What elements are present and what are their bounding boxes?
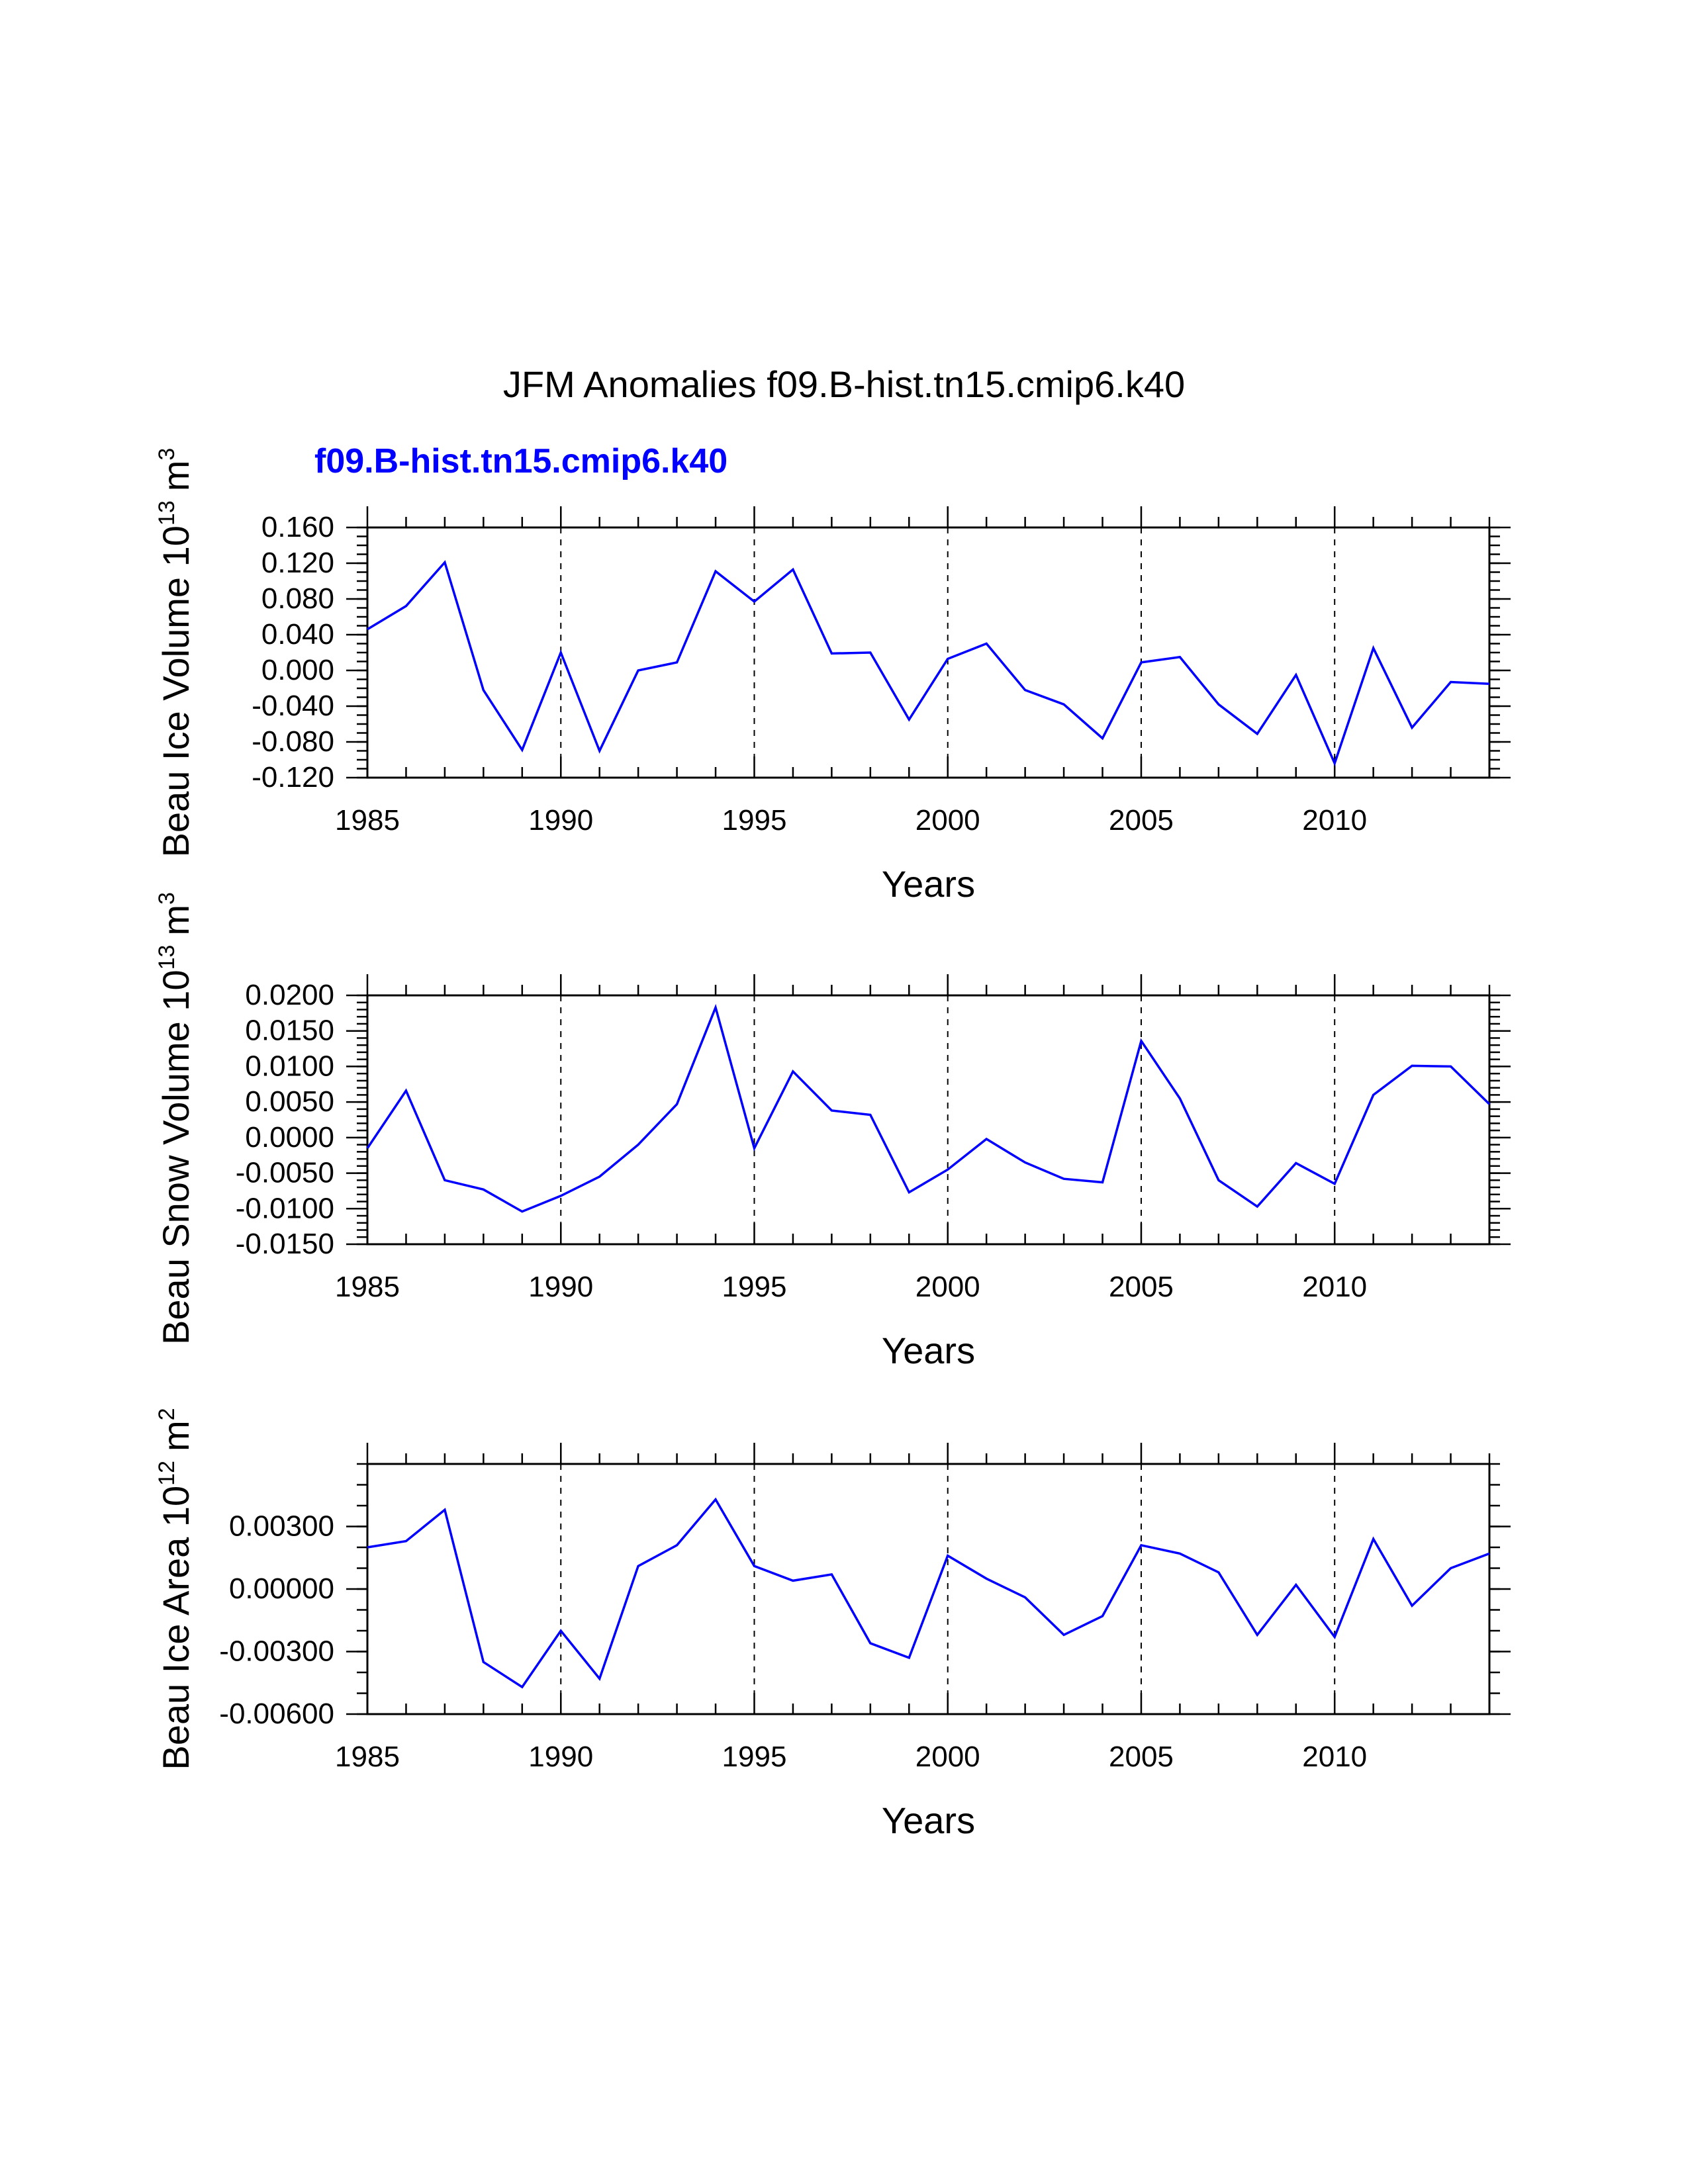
figure-title: JFM Anomalies f09.B-hist.tn15.cmip6.k40 (503, 363, 1185, 405)
x-tick-label: 2000 (915, 1741, 980, 1773)
y-tick-label: 0.040 (261, 618, 334, 651)
x-tick-label: 1990 (528, 804, 593, 837)
snow-volume-panel: 1985 1990 1995 2000 2005 2010 -0.0150 -0.0100-0… (154, 892, 1511, 1371)
y-axis-title-unit-exponent: 3 (154, 448, 179, 461)
y-tick-label: 0.0150 (245, 1015, 334, 1047)
y-tick-label: -0.0100 (236, 1192, 334, 1224)
y-tick-label: -0.0150 (236, 1228, 334, 1260)
y-axis-title-main: Beau Ice Area 10 (155, 1486, 197, 1770)
x-tick-label: 1990 (528, 1741, 593, 1773)
y-tick-label: -0.040 (252, 690, 334, 722)
y-tick-label: 0.0050 (245, 1085, 334, 1118)
y-tick-label: -0.00600 (219, 1698, 334, 1730)
x-tick-label: 1995 (722, 1741, 787, 1773)
y-tick-label: -0.080 (252, 725, 334, 758)
x-tick-label: 2005 (1109, 804, 1174, 837)
plot-frame (366, 994, 1491, 1246)
y-axis-title-main: Beau Snow Volume 10 (155, 970, 197, 1345)
y-tick-label: 0.120 (261, 547, 334, 579)
x-tick-label: 2010 (1302, 1741, 1367, 1773)
ice-area-panel: 1985 1990 1995 2000 2005 2010 -0.00600 -0.00300… (154, 1408, 1511, 1841)
x-tick-label: 1985 (335, 1271, 400, 1303)
y-tick-label: -0.0050 (236, 1157, 334, 1189)
y-axis-title-unit: m (155, 1420, 197, 1451)
y-axis-title-main: Beau Ice Volume 10 (155, 525, 197, 857)
y-tick-label: 0.00000 (229, 1572, 334, 1605)
y-axis-title-unit-exponent: 3 (154, 892, 179, 905)
x-tick-label: 1990 (528, 1271, 593, 1303)
plot-frame (366, 526, 1491, 779)
x-tick-label: 2000 (915, 1271, 980, 1303)
ice-volume-panel: 1985 1990 1995 2000 2005 2010 -0.120-0.080-0.0… (154, 448, 1511, 905)
x-axis-title: Years (882, 1330, 975, 1371)
series-line (366, 1003, 1491, 1213)
x-tick-label: 2000 (915, 804, 980, 837)
y-tick-label: 0.00300 (229, 1510, 334, 1543)
y-tick-label: -0.00300 (219, 1635, 334, 1668)
x-tick-label: 1985 (335, 1741, 400, 1773)
y-axis-title-unit: m (155, 905, 197, 936)
x-tick-label: 1995 (722, 1271, 787, 1303)
plot-frame (366, 1463, 1491, 1715)
y-axis-title: Beau Ice Volume 1013 m3 (154, 448, 197, 858)
y-axis-title-exponent: 13 (154, 945, 179, 970)
y-tick-label: 0.0000 (245, 1121, 334, 1154)
y-axis-title: Beau Snow Volume 1013 m3 (154, 892, 197, 1345)
x-tick-label: 1995 (722, 804, 787, 837)
y-tick-label: 0.080 (261, 582, 334, 615)
x-axis-title: Years (882, 1799, 975, 1841)
y-tick-label: 0.0100 (245, 1050, 334, 1082)
x-tick-label: 1985 (335, 804, 400, 837)
x-tick-label: 2005 (1109, 1271, 1174, 1303)
series-legend-label: f09.B-hist.tn15.cmip6.k40 (314, 442, 727, 480)
x-tick-label: 2005 (1109, 1741, 1174, 1773)
y-tick-label: 0.160 (261, 511, 334, 543)
y-tick-label: 0.000 (261, 654, 334, 686)
x-tick-label: 2010 (1302, 804, 1367, 837)
series-line (367, 560, 1490, 767)
y-tick-label: 0.0200 (245, 979, 334, 1011)
y-tick-label: -0.120 (252, 761, 334, 794)
y-axis-title-unit: m (155, 461, 197, 492)
x-axis-title: Years (882, 863, 975, 905)
y-axis-title: Beau Ice Area 1012 m2 (154, 1408, 197, 1770)
x-tick-label: 2010 (1302, 1271, 1367, 1303)
y-axis-title-exponent: 13 (154, 500, 179, 525)
y-axis-title-unit-exponent: 2 (154, 1408, 179, 1420)
series-line (367, 1497, 1490, 1689)
y-axis-title-exponent: 12 (154, 1461, 179, 1486)
